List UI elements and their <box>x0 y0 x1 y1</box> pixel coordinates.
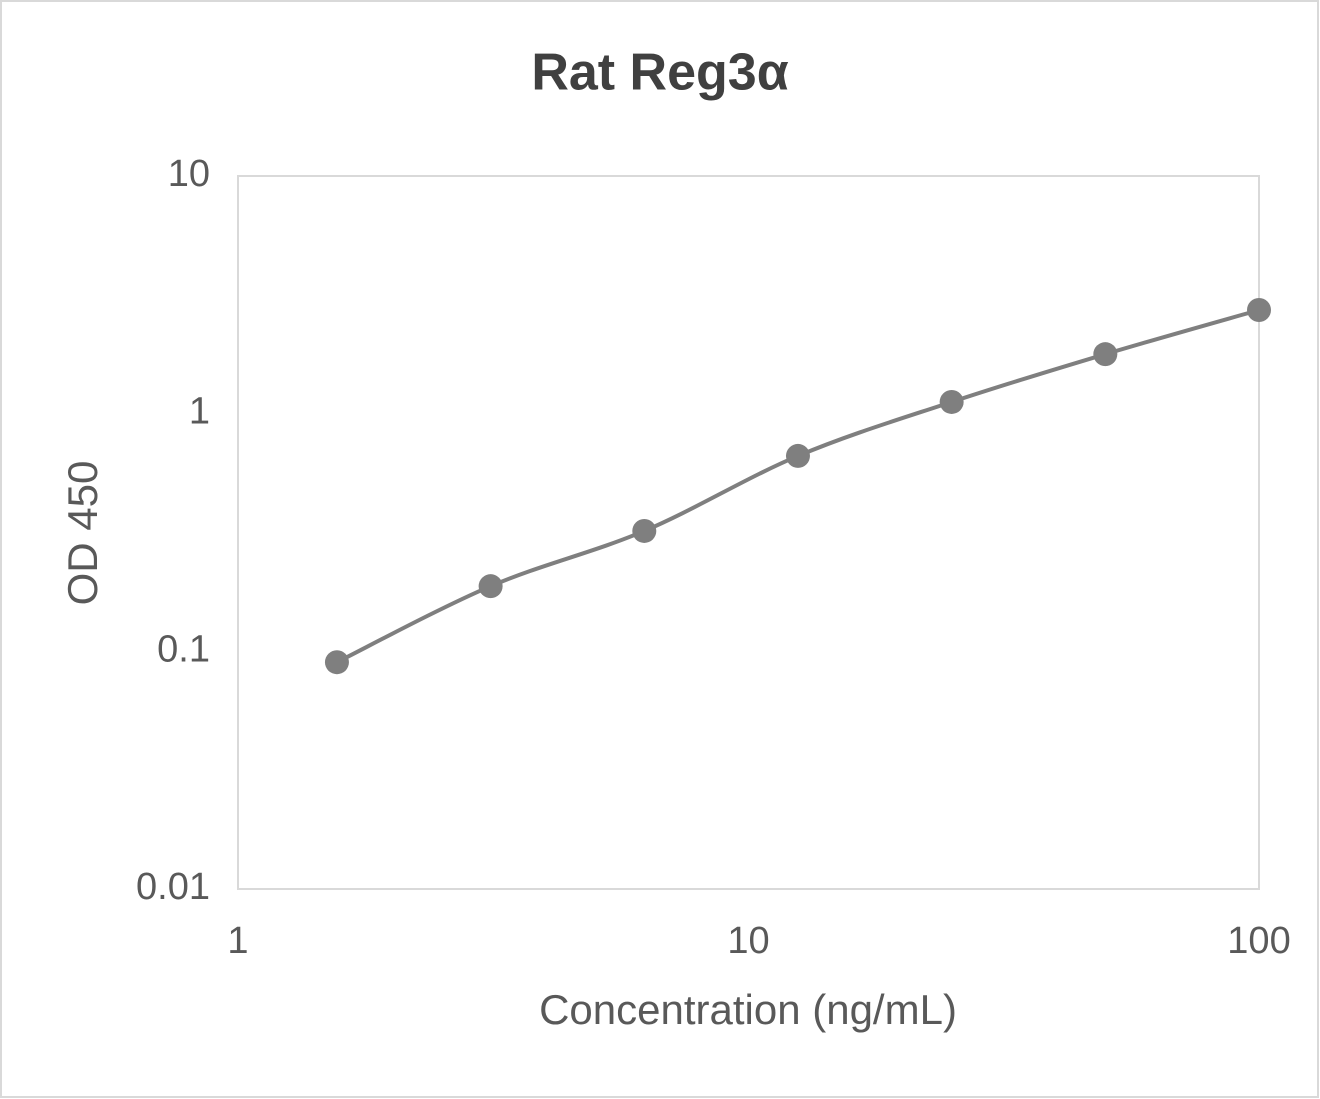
data-point <box>785 443 810 468</box>
data-point <box>632 518 657 543</box>
x-tick-label: 10 <box>727 920 769 962</box>
data-point <box>1247 298 1271 323</box>
y-tick-label: 1 <box>189 391 210 433</box>
y-axis-title: OD 450 <box>59 461 106 606</box>
y-tick-label: 0.01 <box>136 866 210 908</box>
x-tick-label: 1 <box>227 920 248 962</box>
y-tick-label: 0.1 <box>157 628 210 670</box>
data-point <box>1093 342 1118 367</box>
plot-area <box>237 175 1260 890</box>
data-point <box>939 389 964 414</box>
chart-title: Rat Reg3α <box>531 44 788 102</box>
x-axis-title: Concentration (ng/mL) <box>539 986 957 1033</box>
data-point <box>478 574 503 599</box>
data-point <box>324 650 349 675</box>
y-tick-label: 10 <box>168 153 210 195</box>
x-tick-label: 100 <box>1227 920 1290 962</box>
